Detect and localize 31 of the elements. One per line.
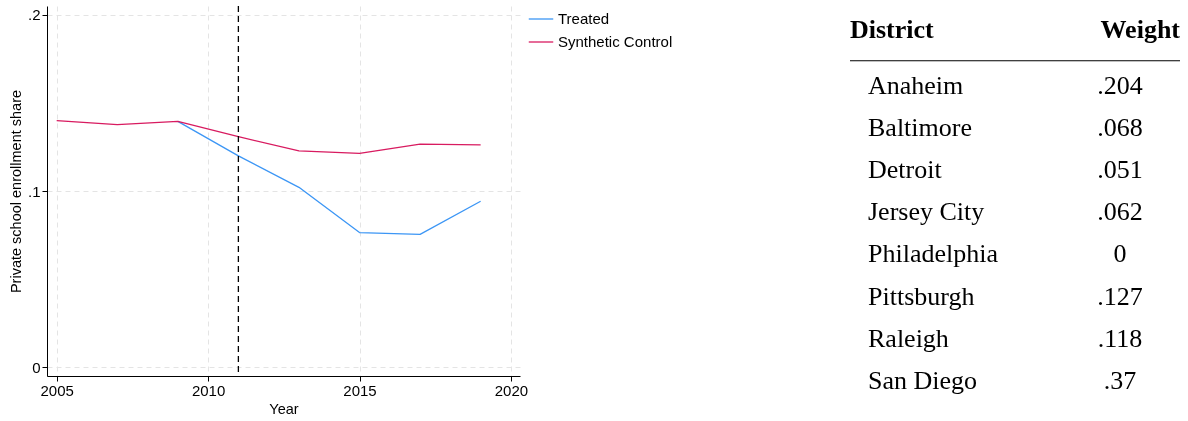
- category-label: Detroit: [868, 155, 943, 185]
- text: Weight: [1100, 15, 1181, 44]
- line-series: [177, 120, 482, 235]
- y-axis-title: Private school enrollment share: [7, 89, 24, 294]
- text: 0: [1113, 239, 1127, 269]
- category-label: Baltimore: [868, 113, 972, 143]
- text: .062: [1097, 197, 1143, 227]
- y-tick-label: .2: [27, 6, 41, 24]
- text: District: [850, 15, 935, 44]
- x-tick-label: 2015: [343, 381, 377, 399]
- y-tick-label: .1: [27, 182, 41, 200]
- category-label: Pittsburgh: [868, 281, 975, 311]
- line-series: [56, 120, 482, 155]
- x-axis-title: Year: [269, 400, 299, 417]
- text: .37: [1103, 365, 1137, 395]
- category-label: Raleigh: [868, 323, 949, 353]
- x-tick-label: 2020: [494, 381, 529, 399]
- y-tick-label: 0: [32, 358, 41, 376]
- category-label: Anaheim: [868, 71, 964, 100]
- text: .068: [1097, 113, 1143, 143]
- category-label: San Diego: [868, 365, 978, 395]
- x-tick-label: 2005: [40, 381, 74, 399]
- text: .051: [1097, 155, 1143, 185]
- category-label: Jersey City: [868, 197, 985, 227]
- text: .204: [1097, 71, 1143, 100]
- text: .127: [1097, 281, 1143, 311]
- legend-label: Synthetic Control: [558, 33, 673, 50]
- category-label: Philadelphia: [868, 239, 999, 269]
- text: .118: [1097, 323, 1143, 353]
- x-tick-label: 2010: [191, 381, 226, 399]
- legend-label: Treated: [558, 10, 610, 27]
